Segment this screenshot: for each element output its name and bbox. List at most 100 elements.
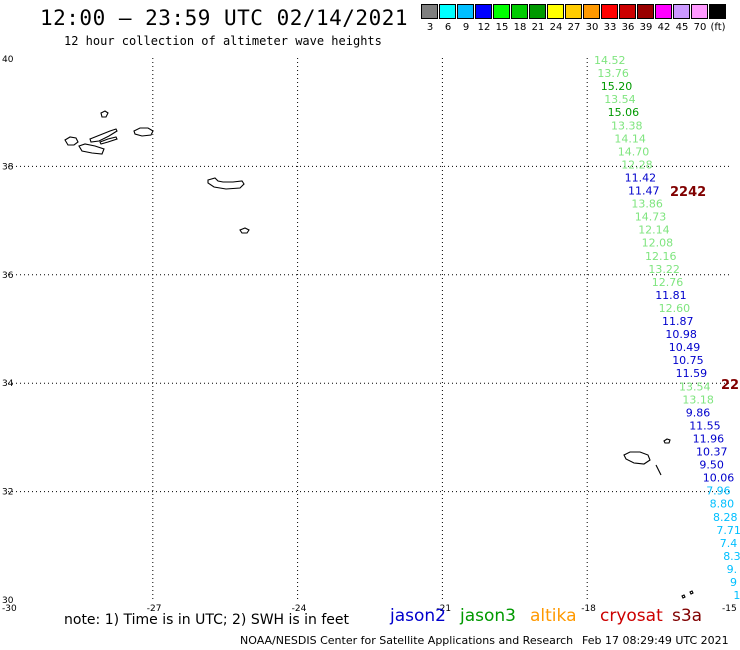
color-scale-label: 42	[657, 22, 671, 33]
wave-height-value: 13.22	[648, 263, 680, 276]
color-swatch	[619, 4, 636, 19]
wave-height-value: 10.06	[703, 472, 735, 485]
color-scale-labels: 3 6 9 12 15 18 21 24 27 30 33 36 39 42 45 70 (ft)	[421, 22, 740, 34]
footnote: note: 1) Time is in UTC; 2) SWH is in fe…	[64, 612, 350, 628]
island-madeira	[623, 451, 651, 465]
wave-height-value: 12.16	[645, 250, 677, 263]
map-title: 12:00 – 23:59 UTC 02/14/2021	[40, 6, 409, 30]
color-scale-label: 9	[462, 22, 470, 33]
color-scale-label: 21	[531, 22, 545, 33]
color-swatch	[529, 4, 546, 19]
wave-height-value: 10.98	[665, 328, 697, 341]
wave-height-value: 14.52	[594, 54, 626, 67]
color-swatch	[601, 4, 618, 19]
wave-height-value: 7.96	[706, 485, 731, 498]
longitude-label: -15	[722, 604, 737, 614]
color-scale-label: (ft)	[710, 22, 726, 33]
color-swatch	[583, 4, 600, 19]
color-scale-label: 12	[477, 22, 491, 33]
latitude-label: 30	[2, 596, 14, 606]
wave-height-value: 14.73	[635, 211, 667, 224]
legend-entry-altika: altika	[530, 606, 577, 626]
wave-height-value: 12.14	[638, 224, 670, 237]
wave-height-value: 7.71	[716, 524, 740, 537]
color-swatch	[709, 4, 726, 19]
wave-height-value: 1	[733, 589, 740, 602]
wave-height-value: 10.75	[672, 354, 704, 367]
wave-height-value: 14.70	[618, 145, 650, 158]
island-canary-islet	[689, 590, 694, 595]
color-swatch	[493, 4, 510, 19]
latitude-label: 38	[2, 162, 14, 172]
wave-height-value: 12.60	[659, 302, 691, 315]
color-swatch	[439, 4, 456, 19]
wave-height-value: 13.54	[679, 380, 711, 393]
wave-height-value: 11.81	[655, 289, 687, 302]
wave-height-value: 13.54	[604, 93, 636, 106]
pass-time-labels: 2242 22	[670, 185, 739, 393]
island-desertas	[655, 464, 662, 476]
island-pico	[89, 128, 118, 143]
latitude-label: 36	[2, 271, 14, 281]
island-canary-north	[681, 594, 686, 599]
footer-organization: NOAA/NESDIS Center for Satellite Applica…	[240, 634, 574, 647]
wave-height-value: 12.08	[642, 237, 674, 250]
color-scale-label: 70	[693, 22, 707, 33]
color-swatch	[673, 4, 690, 19]
latitude-label: 32	[2, 488, 13, 498]
longitude-label: -27	[147, 604, 162, 614]
color-scale-label: 30	[585, 22, 599, 33]
color-scale-label: 39	[639, 22, 653, 33]
legend-entry-cryosat: cryosat	[600, 606, 663, 626]
wave-height-value: 9	[730, 576, 737, 589]
map-subtitle: 12 hour collection of altimeter wave hei…	[64, 34, 382, 48]
wave-height-value: 8.80	[710, 498, 735, 511]
wave-height-value: 11.47	[628, 185, 660, 198]
wave-height-value: 13.76	[597, 67, 629, 80]
longitude-label: -21	[436, 604, 451, 614]
color-scale-label: 15	[495, 22, 509, 33]
wave-height-value: 11.55	[689, 419, 721, 432]
color-swatch	[691, 4, 708, 19]
wave-height-value: 11.42	[625, 171, 657, 184]
color-scale-label: 24	[549, 22, 563, 33]
longitude-label: -18	[581, 604, 596, 614]
legend-entry-s3a: s3a	[672, 606, 703, 626]
wave-height-value: 15.20	[601, 80, 633, 93]
longitude-label: -24	[292, 604, 307, 614]
island-sao-miguel	[207, 177, 245, 190]
axis-labels: 40 38 36 34 32 30-30 -27 -24 -21 -18 -15	[2, 55, 737, 614]
pass-time-label: 22	[721, 378, 739, 393]
color-scale-label: 6	[444, 22, 452, 33]
wave-height-value: 13.86	[631, 198, 663, 211]
island-terceira	[133, 127, 154, 137]
wave-height-readings: 14.5213.7615.2013.5415.0613.3814.1414.70…	[594, 54, 740, 602]
wave-height-value: 9.	[727, 563, 738, 576]
color-scale-label: 3	[426, 22, 434, 33]
coastlines	[64, 110, 694, 599]
color-scale-label: 36	[621, 22, 635, 33]
color-scale-label: 33	[603, 22, 617, 33]
wave-height-value: 10.37	[696, 446, 728, 459]
color-swatch	[565, 4, 582, 19]
island-flores	[64, 136, 79, 146]
wave-height-value: 8.28	[713, 511, 738, 524]
wave-height-value: 15.06	[608, 106, 640, 119]
color-swatch	[547, 4, 564, 19]
legend-entry-jason3: jason3	[460, 606, 516, 626]
island-porto-santo	[663, 438, 671, 444]
wave-height-value: 7.4	[720, 537, 738, 550]
color-scale-label: 27	[567, 22, 581, 33]
legend-entry-jason2: jason2	[390, 606, 446, 626]
color-swatch	[637, 4, 654, 19]
color-swatch	[421, 4, 438, 19]
color-scale-label: 45	[675, 22, 689, 33]
wave-height-value: 13.38	[611, 119, 643, 132]
wave-height-value: 13.18	[682, 393, 714, 406]
color-swatch	[655, 4, 672, 19]
wave-height-value: 11.59	[676, 367, 708, 380]
island-sao-jorge	[99, 136, 118, 145]
graticule	[8, 58, 732, 600]
wave-height-value: 11.87	[662, 315, 694, 328]
